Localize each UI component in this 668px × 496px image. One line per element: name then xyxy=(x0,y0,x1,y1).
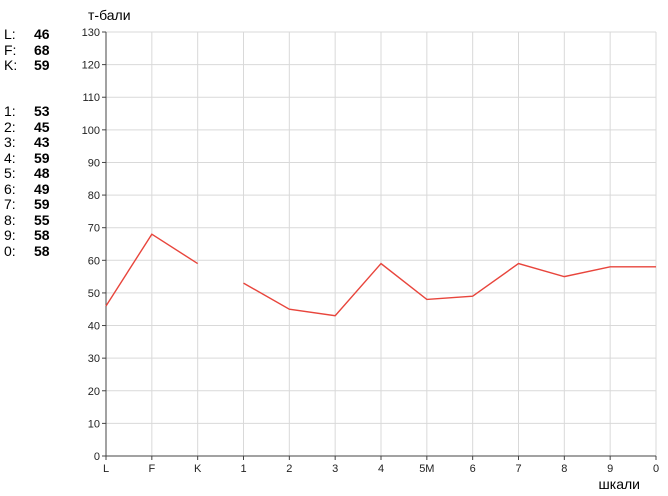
score-value: 53 xyxy=(34,103,50,119)
score-label: L: xyxy=(4,26,16,42)
score-value: 68 xyxy=(34,41,50,58)
x-axis-ticks: L F K 1 2 3 4 5M 6 7 8 9 0 xyxy=(103,456,659,475)
score-label: 2: xyxy=(4,118,16,135)
score-row: 8: 55 xyxy=(4,212,64,228)
y-tick-label: 20 xyxy=(88,386,100,398)
x-tick-label: F xyxy=(148,463,155,475)
score-label: 5: xyxy=(4,165,16,181)
score-row: 6: 49 xyxy=(4,181,64,197)
y-tick-label: 0 xyxy=(94,451,100,463)
score-row: 7: 59 xyxy=(4,196,64,212)
y-axis-title: т-бали xyxy=(88,7,131,23)
x-tick-label: 4 xyxy=(378,463,384,475)
x-tick-label: 1 xyxy=(240,463,246,475)
series-line-validity xyxy=(105,233,199,307)
score-value: 59 xyxy=(34,57,50,73)
y-tick-label: 120 xyxy=(82,60,100,72)
x-tick-label: 7 xyxy=(515,463,521,475)
y-tick-label: 50 xyxy=(88,288,100,300)
x-tick-label: 6 xyxy=(470,463,476,475)
score-row: 4: 59 xyxy=(4,150,64,166)
score-row: K: 59 xyxy=(4,57,64,73)
score-value: 55 xyxy=(34,211,50,228)
x-tick-label: 9 xyxy=(607,463,613,475)
x-tick-label: L xyxy=(103,463,109,475)
score-label: K: xyxy=(4,57,18,73)
score-label: 9: xyxy=(4,227,16,243)
score-row: 9: 58 xyxy=(4,227,64,243)
score-value: 43 xyxy=(34,134,50,150)
score-value: 59 xyxy=(34,149,50,166)
score-value: 58 xyxy=(34,242,50,259)
series-line-clinical xyxy=(243,262,656,317)
x-axis-title: шкали xyxy=(599,476,640,492)
y-tick-label: 130 xyxy=(82,27,100,39)
x-tick-label: 3 xyxy=(332,463,338,475)
score-row: 5: 48 xyxy=(4,165,64,181)
grid xyxy=(106,31,657,456)
score-value: 45 xyxy=(34,118,50,135)
score-value: 59 xyxy=(34,196,50,212)
score-label: 6: xyxy=(4,180,16,197)
score-value: 48 xyxy=(34,165,50,181)
score-value: 46 xyxy=(34,26,50,42)
score-value: 49 xyxy=(34,180,50,197)
y-tick-label: 60 xyxy=(88,255,100,267)
score-label: F: xyxy=(4,41,17,58)
y-tick-label: 10 xyxy=(88,418,100,430)
y-tick-label: 30 xyxy=(88,353,100,365)
score-label: 7: xyxy=(4,196,16,212)
score-value: 58 xyxy=(34,227,50,243)
score-row: 2: 45 xyxy=(4,119,64,135)
y-tick-label: 100 xyxy=(82,125,100,137)
x-tick-label: K xyxy=(194,463,202,475)
x-tick-label: 8 xyxy=(561,463,567,475)
score-label: 1: xyxy=(4,103,16,119)
score-row: 1: 53 xyxy=(4,103,64,119)
score-row: L: 46 xyxy=(4,26,64,42)
score-row: 0: 58 xyxy=(4,243,64,259)
y-axis-ticks: 0 10 20 30 40 50 60 70 80 90 100 110 120 130 xyxy=(82,27,106,463)
x-tick-label: 0 xyxy=(653,463,659,475)
score-label: 3: xyxy=(4,134,16,150)
y-tick-label: 40 xyxy=(88,321,100,333)
score-label: 0: xyxy=(4,242,16,259)
x-tick-label: 2 xyxy=(286,463,292,475)
x-tick-label: 5M xyxy=(419,463,434,475)
score-row: F: 68 xyxy=(4,42,64,58)
y-tick-label: 80 xyxy=(88,190,100,202)
score-label: 4: xyxy=(4,149,16,166)
y-tick-label: 70 xyxy=(88,223,100,235)
score-label: 8: xyxy=(4,211,16,228)
score-row: 3: 43 xyxy=(4,134,64,150)
series-lines xyxy=(105,233,656,317)
y-tick-label: 90 xyxy=(88,157,100,169)
y-tick-label: 110 xyxy=(82,92,100,104)
